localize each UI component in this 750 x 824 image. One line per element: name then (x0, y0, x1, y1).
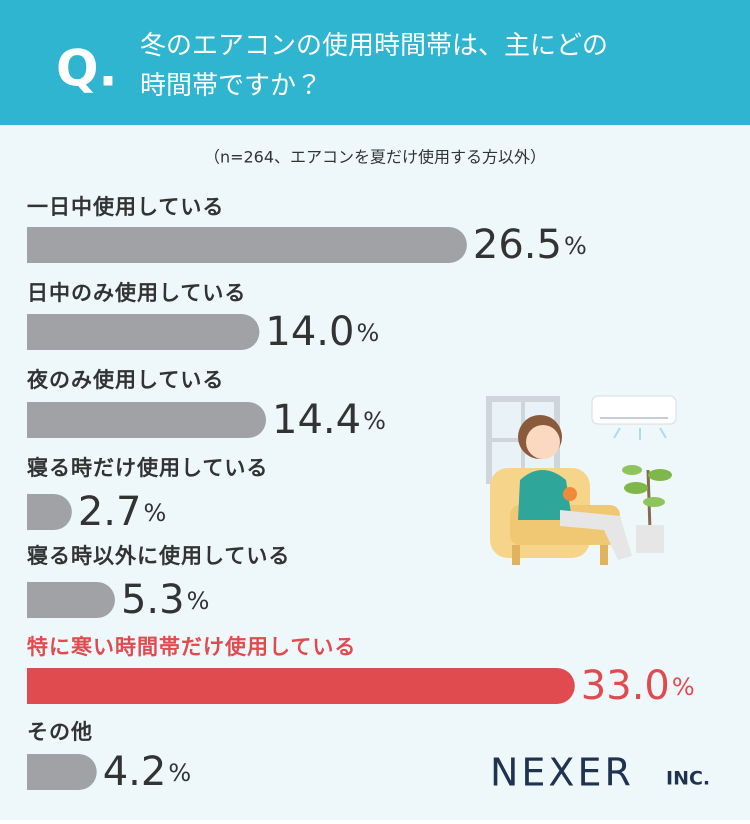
bar (27, 227, 467, 263)
brand-name: NEXER (490, 751, 634, 795)
value-label: 26.5% (473, 222, 587, 268)
bar (27, 314, 260, 350)
chart-title: 冬のエアコンの使用時間帯は、主にどの時間帯ですか？ (140, 31, 608, 101)
bar (27, 494, 72, 530)
category-label: 日中のみ使用している (27, 281, 246, 305)
value-label: 2.7% (78, 489, 166, 535)
brand-logo: NEXER INC. (490, 751, 710, 795)
category-label: 特に寒い時間帯だけ使用している (27, 635, 356, 659)
category-label: 夜のみ使用している (26, 368, 224, 392)
value-label: 33.0% (581, 663, 695, 709)
bar (27, 582, 115, 618)
header-band (0, 0, 750, 125)
bar (27, 754, 97, 790)
category-label: 寝る時以外に使用している (27, 544, 290, 568)
bar (27, 402, 267, 438)
value-label: 14.4% (272, 397, 386, 443)
illustration (486, 395, 677, 565)
bar (27, 668, 575, 704)
category-label: 一日中使用している (27, 195, 224, 219)
category-label: その他 (27, 720, 93, 744)
value-label: 4.2% (103, 749, 191, 795)
category-label: 寝る時だけ使用している (27, 456, 268, 480)
value-label: 5.3% (121, 577, 209, 623)
value-label: 14.0% (265, 309, 379, 355)
chart-subtitle: （n=264、エアコンを夏だけ使用する方以外） (204, 148, 546, 167)
brand-suffix: INC. (666, 768, 710, 790)
question-mark: Q. (56, 40, 118, 98)
